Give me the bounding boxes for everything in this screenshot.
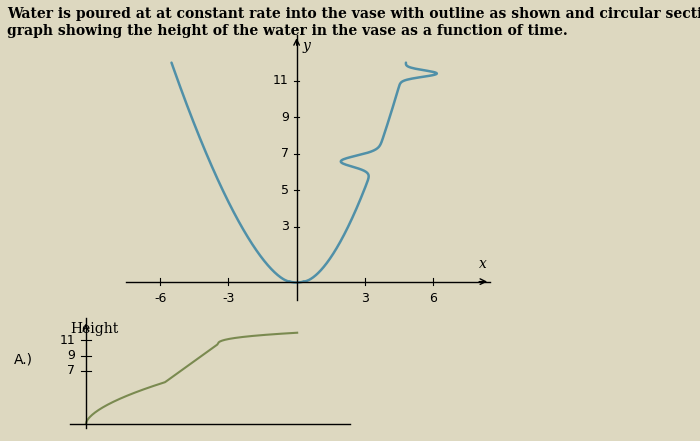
Text: 9: 9 (67, 349, 76, 362)
Text: 11: 11 (273, 75, 288, 87)
Text: 5: 5 (281, 184, 288, 197)
Text: 3: 3 (361, 292, 369, 305)
Text: 9: 9 (281, 111, 288, 124)
Text: A.): A.) (14, 353, 33, 367)
Text: 6: 6 (429, 292, 437, 305)
Text: Height: Height (70, 322, 118, 336)
Text: 3: 3 (281, 220, 288, 233)
Text: -6: -6 (154, 292, 167, 305)
Text: graph showing the height of the water in the vase as a function of time.: graph showing the height of the water in… (7, 24, 568, 38)
Text: 7: 7 (67, 364, 76, 377)
Text: 11: 11 (60, 334, 76, 347)
Text: y: y (302, 39, 310, 53)
Text: 7: 7 (281, 147, 288, 161)
Text: -3: -3 (222, 292, 235, 305)
Text: x: x (480, 257, 487, 271)
Text: Water is poured at at constant rate into the vase with outline as shown and circ: Water is poured at at constant rate into… (7, 7, 700, 21)
